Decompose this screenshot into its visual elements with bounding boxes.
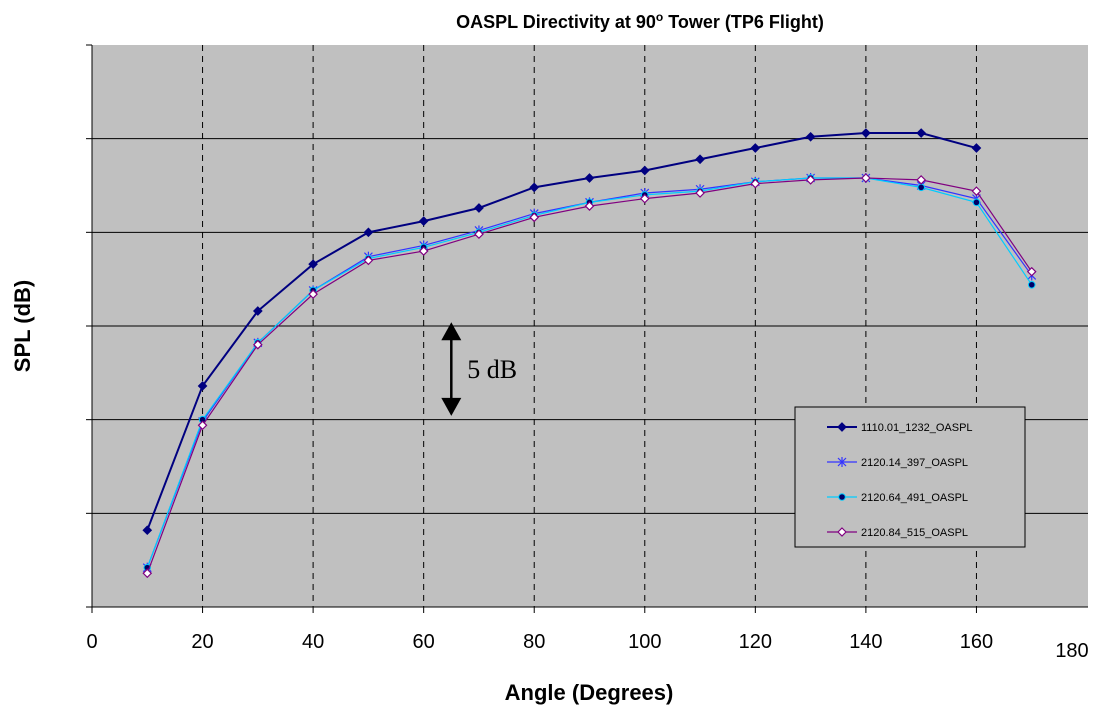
- data-point: [838, 493, 846, 501]
- data-point: [308, 289, 318, 300]
- data-point: [142, 568, 153, 579]
- data-point: [363, 227, 374, 238]
- data-point: [584, 201, 595, 211]
- legend-item: 1110.01_1232_OASPL: [827, 422, 973, 434]
- x-tick-label: 80: [523, 631, 545, 653]
- legend-label: 1110.01_1232_OASPL: [861, 422, 973, 434]
- legend-item: 2120.14_397_OASPL: [827, 457, 968, 469]
- data-point: [639, 193, 650, 204]
- data-point: [308, 259, 318, 270]
- legend-label: 2120.84_515_OASPL: [861, 527, 968, 539]
- x-tick-label: 140: [849, 631, 882, 653]
- data-point: [197, 381, 208, 391]
- legend: 1110.01_1232_OASPL 2120.14_397_OASPL 2120.…: [794, 406, 1026, 548]
- data-point: [695, 154, 705, 165]
- data-point: [363, 255, 374, 266]
- data-point: [916, 175, 927, 185]
- data-point: [142, 525, 153, 536]
- chart-title: OASPL Directivity at 90o Tower (TP6 Flig…: [456, 10, 824, 32]
- x-axis-label: Angle (Degrees): [505, 680, 674, 705]
- data-point: [972, 198, 981, 207]
- x-tick-label: 60: [413, 631, 435, 653]
- data-point: [805, 175, 816, 185]
- data-point: [837, 422, 847, 432]
- scale-arrow-head-up: [441, 322, 462, 341]
- scale-annotation-label: 5 dB: [467, 355, 517, 384]
- data-point: [837, 457, 847, 467]
- x-tick-label: 40: [302, 631, 324, 653]
- data-point: [971, 186, 982, 196]
- data-point: [1027, 280, 1036, 289]
- y-axis-label: SPL (dB): [10, 280, 35, 372]
- data-point: [529, 212, 540, 223]
- x-tick-label: 100: [628, 631, 661, 653]
- x-tick-label: 120: [739, 631, 772, 653]
- data-point: [584, 173, 595, 183]
- data-point: [837, 527, 847, 537]
- legend-item: 2120.84_515_OASPL: [827, 527, 968, 539]
- data-point: [474, 229, 484, 240]
- data-point: [861, 173, 871, 183]
- data-point: [971, 143, 982, 153]
- data-point: [695, 188, 705, 198]
- x-tick-label-last: 180: [1055, 640, 1088, 662]
- data-point: [916, 128, 927, 138]
- data-point: [805, 131, 816, 142]
- legend-item: 2120.64_491_OASPL: [827, 492, 968, 504]
- series-1110.01_1232_OASPL: [142, 128, 982, 536]
- x-tick-label: 0: [86, 631, 97, 653]
- data-point: [418, 216, 429, 226]
- data-point: [529, 182, 540, 193]
- legend-label: 2120.64_491_OASPL: [861, 492, 968, 504]
- data-point: [252, 339, 263, 350]
- data-point: [861, 128, 871, 138]
- series-2120.84_515_OASPL: [142, 173, 1037, 579]
- data-point: [474, 203, 484, 213]
- data-point: [639, 165, 650, 176]
- scale-annotation: 5 dB: [441, 322, 517, 416]
- legend-box: [794, 406, 1026, 548]
- data-point: [750, 143, 761, 153]
- data-point: [1026, 266, 1037, 277]
- data-point: [750, 178, 761, 189]
- legend-label: 2120.14_397_OASPL: [861, 457, 968, 469]
- data-point: [197, 420, 208, 431]
- data-point: [252, 306, 263, 316]
- data-point: [917, 183, 925, 192]
- x-tick-label: 160: [960, 631, 993, 653]
- series-line: [146, 132, 977, 531]
- title-superscript: o: [656, 10, 663, 24]
- data-point: [418, 246, 429, 256]
- x-tick-label: 20: [191, 631, 213, 653]
- scale-arrow-head-down: [441, 397, 462, 416]
